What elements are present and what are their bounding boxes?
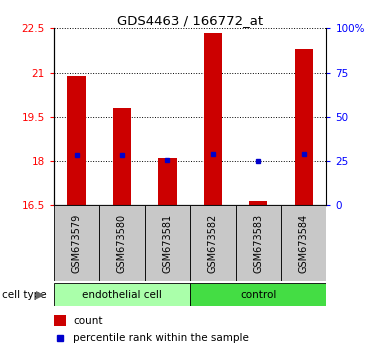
Bar [204,33,222,205]
Bar [295,49,313,205]
Bar [190,205,236,281]
Text: GSM673584: GSM673584 [299,214,309,273]
Text: ▶: ▶ [36,290,45,300]
Bar [190,283,326,306]
Text: GSM673582: GSM673582 [208,214,218,273]
Bar [145,205,190,281]
Bar [99,205,145,281]
Text: GSM673579: GSM673579 [72,214,82,273]
Bar [236,205,281,281]
Bar [54,205,99,281]
Title: GDS4463 / 166772_at: GDS4463 / 166772_at [117,14,263,27]
Text: percentile rank within the sample: percentile rank within the sample [73,333,249,343]
Bar [281,205,326,281]
Text: endothelial cell: endothelial cell [82,290,162,300]
Bar [68,75,86,205]
Text: control: control [240,290,276,300]
Bar [113,108,131,205]
Text: cell type: cell type [2,290,46,300]
Bar [54,283,190,306]
Bar [249,201,267,205]
Bar [54,315,66,326]
Bar [158,158,177,205]
Text: GSM673581: GSM673581 [162,214,173,273]
Text: GSM673580: GSM673580 [117,214,127,273]
Text: count: count [73,316,102,326]
Text: GSM673583: GSM673583 [253,214,263,273]
